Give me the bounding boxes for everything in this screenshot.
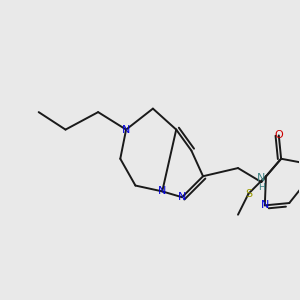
Text: N: N xyxy=(257,173,266,184)
Text: H: H xyxy=(258,183,265,192)
Text: N: N xyxy=(122,124,130,135)
Text: N: N xyxy=(261,200,269,210)
Text: O: O xyxy=(274,130,283,140)
Text: N: N xyxy=(178,192,186,202)
Text: S: S xyxy=(245,189,252,199)
Text: N: N xyxy=(158,186,166,197)
